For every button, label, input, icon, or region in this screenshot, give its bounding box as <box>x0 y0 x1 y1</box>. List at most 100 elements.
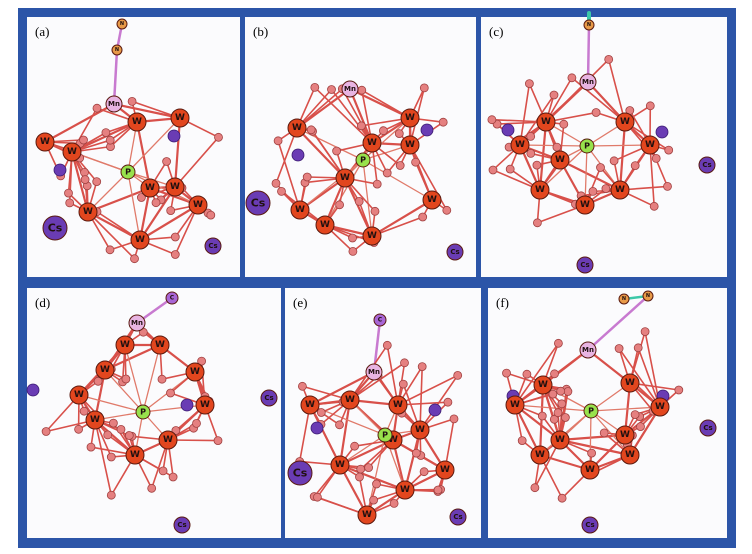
atom <box>581 516 599 534</box>
atom <box>620 445 640 465</box>
oxygen-atom <box>411 157 421 167</box>
atom-label: Cs <box>293 467 308 480</box>
oxygen-atom <box>418 212 428 222</box>
atom <box>550 150 570 170</box>
oxygen-atom <box>356 121 366 131</box>
bond <box>124 344 144 413</box>
atom <box>583 19 595 31</box>
atom <box>422 190 442 210</box>
atom-label: Cs <box>251 197 266 210</box>
oxygen-atom <box>526 148 536 158</box>
atom-label: Cs <box>580 261 589 269</box>
oxygen-atom <box>530 483 540 493</box>
bond <box>314 86 373 144</box>
bond <box>513 403 562 442</box>
atom-label: P <box>382 431 388 440</box>
atom <box>618 293 630 305</box>
atom-label: W <box>515 140 525 150</box>
bond <box>308 370 376 407</box>
atom-label: W <box>320 220 330 230</box>
atom <box>373 313 387 327</box>
atom-label: W <box>100 365 110 375</box>
oxygen-atom <box>674 385 684 395</box>
oxygen-atom <box>364 463 374 473</box>
atom-label: W <box>535 450 545 460</box>
atom-label: Cs <box>703 424 712 432</box>
atom-label: N <box>622 296 626 302</box>
atom <box>550 430 570 450</box>
bond <box>519 82 531 146</box>
atom <box>158 430 178 450</box>
bond <box>348 87 374 145</box>
atom <box>575 195 595 215</box>
atom-label: W <box>345 395 355 405</box>
atom-label: N <box>120 21 124 27</box>
atom-label: N <box>115 47 119 53</box>
oxygen-atom <box>65 198 75 208</box>
bond <box>586 23 591 84</box>
panel: N N Mn W W W W W W W W W P Cs Cs (a) <box>27 17 240 277</box>
atom <box>410 420 430 440</box>
atom <box>388 395 408 415</box>
atom <box>395 480 415 500</box>
oxygen-atom <box>136 193 146 202</box>
cesium-atom <box>428 403 442 417</box>
atom-label: W <box>585 465 595 475</box>
atom-label: W <box>405 113 415 123</box>
atom <box>530 180 550 200</box>
atom-label: W <box>120 340 130 350</box>
atom-label: W <box>655 402 665 412</box>
oxygen-atom <box>663 181 672 191</box>
atom <box>287 118 307 138</box>
atom-label: W <box>193 200 203 210</box>
bond <box>127 171 199 206</box>
atom-label: Cs <box>453 513 462 521</box>
oxygen-atom <box>316 408 326 417</box>
oxygen-atom <box>335 200 345 210</box>
atom <box>188 195 208 215</box>
cesium-atom <box>420 123 434 137</box>
oxygen-atom <box>357 85 367 95</box>
oxygen-atom <box>162 157 172 166</box>
bond <box>338 398 352 467</box>
atom <box>576 256 594 274</box>
atom <box>245 190 271 216</box>
atom-label: W <box>615 185 625 195</box>
atom <box>78 202 98 222</box>
atom <box>533 375 553 395</box>
bond <box>173 116 182 189</box>
bond <box>386 344 399 406</box>
atom <box>640 135 660 155</box>
panel-bg <box>27 288 281 538</box>
oxygen-atom <box>395 161 405 170</box>
atom-label: W <box>155 340 165 350</box>
bond <box>370 198 434 238</box>
bond <box>397 374 459 406</box>
atom <box>615 425 635 445</box>
oxygen-atom <box>488 165 498 175</box>
bond <box>112 48 119 106</box>
atom <box>583 403 599 419</box>
oxygen-atom <box>41 427 51 436</box>
atom <box>530 445 550 465</box>
atom-label: Mn <box>344 85 356 93</box>
atom <box>135 404 151 420</box>
oxygen-atom <box>442 205 452 215</box>
oxygen-atom <box>312 492 322 502</box>
oxygen-atom <box>588 186 598 196</box>
atom <box>127 112 147 132</box>
atom <box>377 427 393 443</box>
atom-label: W <box>340 173 350 183</box>
oxygen-atom <box>517 436 527 446</box>
atom-label: Cs <box>450 248 459 256</box>
oxygen-atom <box>550 369 559 379</box>
oxygen-atom <box>411 448 421 458</box>
bond <box>419 365 424 431</box>
bond <box>142 344 161 413</box>
oxygen-atom <box>332 146 342 156</box>
oxygen-atom <box>604 55 614 64</box>
oxygen-atom <box>158 466 168 476</box>
atom <box>150 335 170 355</box>
bond <box>545 58 610 123</box>
